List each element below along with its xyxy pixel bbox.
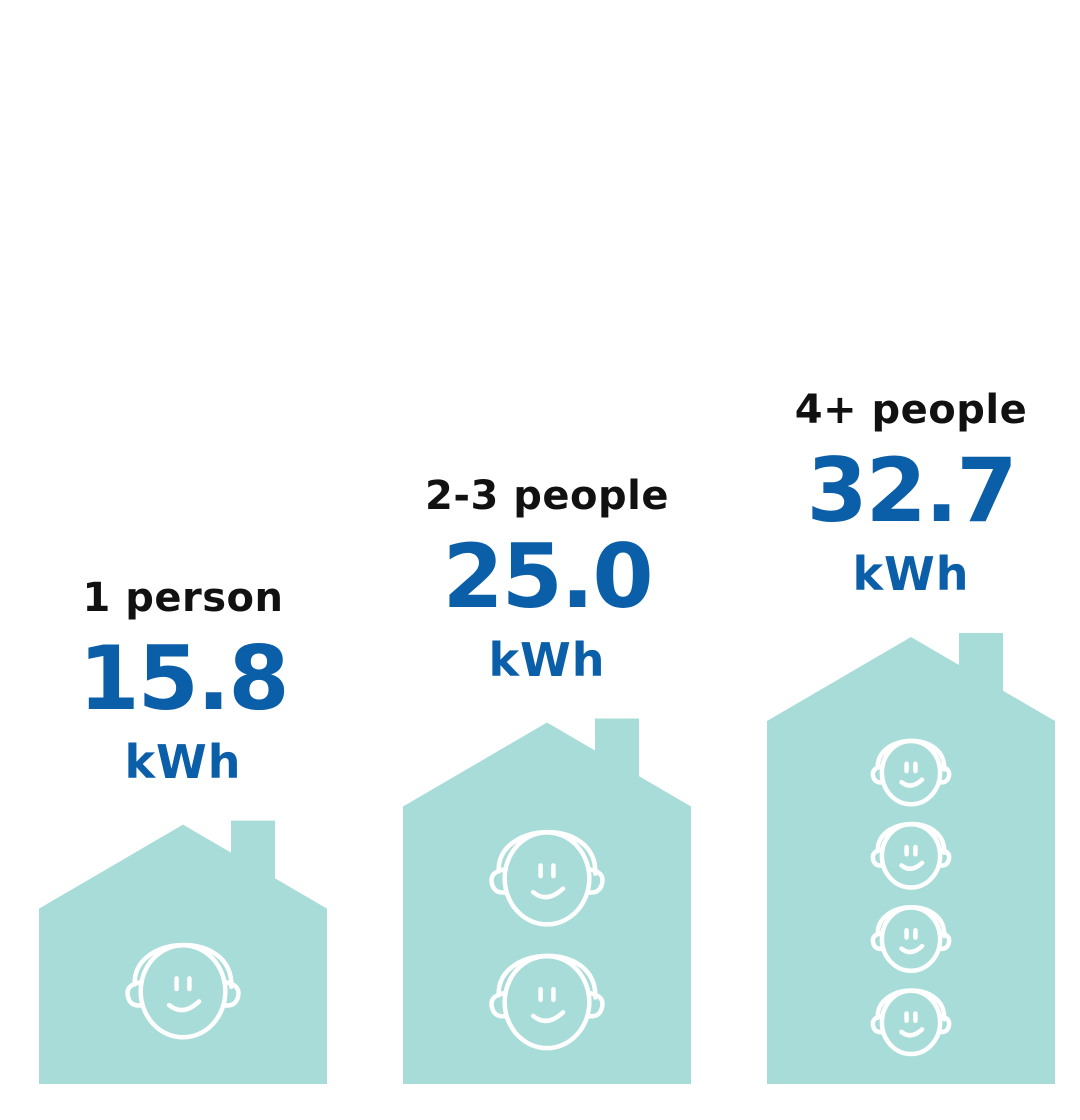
house-bar-2: [403, 718, 691, 1084]
household-size-label: 4+ people: [794, 387, 1028, 434]
energy-unit-label: kWh: [124, 734, 242, 789]
person-face-icon: [489, 953, 605, 1051]
energy-value-label: 25.0: [442, 524, 653, 628]
person-face-icon: [870, 905, 952, 974]
house-bar-1: [39, 820, 327, 1084]
person-face-icon: [489, 829, 605, 927]
household-size-label: 2-3 people: [425, 472, 669, 519]
house-bar-3: [767, 633, 1055, 1084]
household-size-label: 1 person: [82, 574, 284, 621]
energy-value-label: 15.8: [78, 626, 289, 730]
person-face-icon: [870, 821, 952, 890]
person-face-icon: [870, 988, 952, 1057]
person-face-icon: [125, 942, 241, 1040]
energy-unit-label: kWh: [488, 632, 606, 687]
person-face-icon: [870, 738, 952, 807]
energy-value-label: 32.7: [806, 439, 1017, 543]
energy-unit-label: kWh: [852, 547, 970, 602]
